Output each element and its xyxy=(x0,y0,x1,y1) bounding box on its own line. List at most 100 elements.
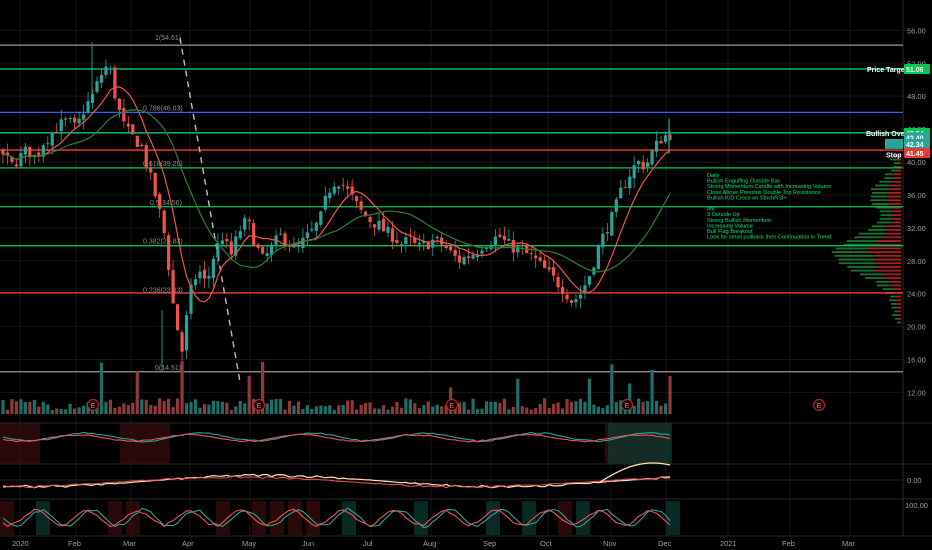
profile-bar xyxy=(877,243,901,246)
volume-bar xyxy=(596,406,600,414)
x-tick-label: Apr xyxy=(182,539,194,548)
candle-body xyxy=(355,196,359,201)
candle-body xyxy=(180,332,184,352)
candle-body xyxy=(171,269,175,304)
price-axis[interactable]: 12.00 16.00 20.00 24.00 28.00 32.00 36.00 40.00… xyxy=(905,26,928,510)
ma-slow-line xyxy=(2,109,671,273)
volume-bar xyxy=(274,399,278,414)
candle-body xyxy=(243,217,247,230)
candle-body xyxy=(261,246,265,254)
candle-body xyxy=(149,167,153,173)
fib-label: 0.786(46.03) xyxy=(143,105,183,112)
candle-body xyxy=(59,119,63,132)
profile-bar xyxy=(891,180,901,183)
earnings-marker[interactable] xyxy=(87,399,99,411)
candle-body xyxy=(350,186,354,195)
x-tick-label: Dec xyxy=(658,539,672,548)
earnings-marker[interactable] xyxy=(621,399,633,411)
candle-body xyxy=(50,132,54,146)
volume-bar xyxy=(319,405,323,414)
horizontal-levels[interactable] xyxy=(0,44,903,373)
candle-body xyxy=(77,118,81,124)
volume-bar xyxy=(368,402,372,414)
candle-body xyxy=(614,199,618,213)
annotation-line: 4hr xyxy=(707,207,715,213)
candle-body xyxy=(511,239,515,253)
profile-bar xyxy=(896,321,899,324)
candle-body xyxy=(189,284,193,314)
volume-bar xyxy=(619,400,623,414)
candle-body xyxy=(601,233,605,248)
profile-bar xyxy=(868,229,888,231)
fib-label: 0(14.51) xyxy=(155,365,181,372)
candle-body xyxy=(28,146,32,158)
candle-body xyxy=(417,242,421,245)
candle-body xyxy=(654,140,659,152)
candle-body xyxy=(386,226,390,233)
volume-bar xyxy=(489,401,493,414)
candle-body xyxy=(507,238,511,241)
volume-bar xyxy=(50,409,54,414)
volume-bar xyxy=(131,402,135,414)
price-tag-label: 42.34 xyxy=(906,142,924,149)
earnings-marker[interactable] xyxy=(446,399,458,411)
profile-bar xyxy=(895,317,899,320)
candle-body xyxy=(404,237,408,244)
candle-body xyxy=(453,249,457,256)
annotation-line: Daily xyxy=(707,173,720,179)
profile-bar xyxy=(873,254,901,257)
candle-body xyxy=(547,267,551,270)
volume-bar xyxy=(641,402,645,414)
candle-body xyxy=(650,150,654,165)
volume-bar xyxy=(140,399,144,414)
volume-bar xyxy=(220,401,224,414)
profile-bar xyxy=(897,310,901,313)
volume-bar xyxy=(113,407,117,414)
volume-bar xyxy=(68,403,72,414)
candle-body xyxy=(368,216,372,223)
profile-bar xyxy=(886,191,901,194)
candle-body xyxy=(37,152,41,156)
moving-averages xyxy=(2,86,671,303)
candle-body xyxy=(162,210,166,234)
profile-bar xyxy=(897,166,901,168)
candle-body xyxy=(413,237,417,243)
profile-bar xyxy=(894,310,898,313)
earnings-marker[interactable] xyxy=(813,399,825,411)
profile-bar xyxy=(896,306,901,309)
candle-body xyxy=(395,239,399,243)
volume-bar xyxy=(628,383,632,414)
volume-bar xyxy=(328,405,332,414)
annotation-line: Close Above Previous Double Top Resistan… xyxy=(707,190,821,196)
fib-trend-line[interactable] xyxy=(179,37,241,383)
candle-body xyxy=(637,161,641,165)
volume-bar xyxy=(14,401,19,414)
candle-body xyxy=(122,107,126,122)
volume-bar xyxy=(408,399,412,414)
earnings-marker-label: E xyxy=(91,403,96,410)
candle-body xyxy=(390,228,395,242)
candle-body xyxy=(646,162,650,167)
indicator-shade xyxy=(126,501,140,535)
candle-body xyxy=(552,267,556,276)
volume-bar xyxy=(28,401,32,414)
candle-body xyxy=(372,224,377,228)
candle-body xyxy=(466,256,471,258)
candle-body xyxy=(81,114,86,120)
candle-body xyxy=(610,212,614,236)
time-axis[interactable]: 2020 Feb Mar Apr May Jun Jul Aug Sep Oct Nov Dec 202… xyxy=(12,539,855,548)
candle-body xyxy=(247,219,251,222)
candle-body xyxy=(14,164,19,167)
x-tick-label: Oct xyxy=(540,539,553,548)
candle-body xyxy=(458,255,462,263)
volume-bar xyxy=(19,399,23,414)
volume-bar xyxy=(534,408,538,414)
volume-bar xyxy=(211,400,215,414)
volume-bar xyxy=(104,401,108,414)
earnings-marker[interactable] xyxy=(253,399,265,411)
profile-bar xyxy=(883,277,901,279)
candle-body xyxy=(363,211,368,217)
annotation-line: Look for small pullback then Continuatio… xyxy=(707,235,831,241)
